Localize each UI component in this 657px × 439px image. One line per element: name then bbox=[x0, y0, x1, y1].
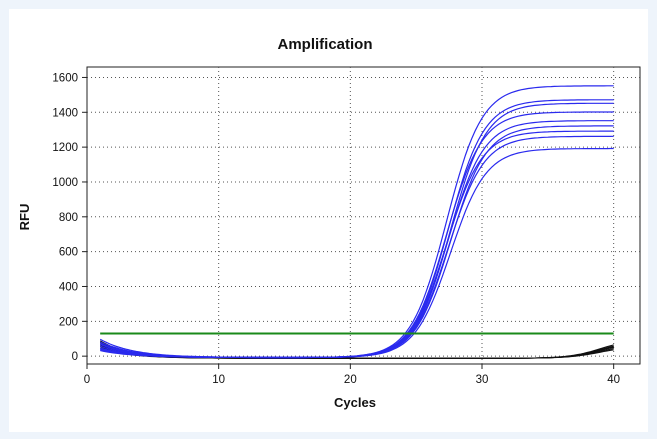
series-group bbox=[99, 85, 614, 359]
chart-panel: Amplification 0 10 20 30 40 0 200 400 600 800 1000… bbox=[9, 9, 648, 432]
y-tick-label: 1000 bbox=[52, 177, 78, 189]
y-tick-label: 600 bbox=[59, 247, 78, 259]
y-tick-label: 400 bbox=[59, 281, 78, 293]
chart-title: Amplification bbox=[277, 36, 372, 53]
x-tick-label: 30 bbox=[476, 374, 489, 386]
y-tick-label: 800 bbox=[59, 212, 78, 224]
plot-border bbox=[86, 66, 641, 365]
y-tick-label: 200 bbox=[59, 316, 78, 328]
amplified-series-line bbox=[100, 147, 614, 359]
x-tick-label: 40 bbox=[607, 374, 620, 386]
y-axis-title: RFU bbox=[17, 204, 32, 231]
y-tick-label: 1400 bbox=[52, 107, 78, 119]
x-tick-label: 10 bbox=[212, 374, 225, 386]
y-tick-label: 1200 bbox=[52, 142, 78, 154]
x-tick-label: 20 bbox=[344, 374, 357, 386]
amplification-chart: Amplification 0 10 20 30 4002004006008001000… bbox=[17, 36, 641, 410]
x-axis-title: Cycles bbox=[334, 395, 376, 410]
y-tick-label: 0 bbox=[72, 351, 78, 363]
x-tick-label: 0 bbox=[84, 374, 90, 386]
y-tick-label: 1600 bbox=[52, 72, 78, 84]
